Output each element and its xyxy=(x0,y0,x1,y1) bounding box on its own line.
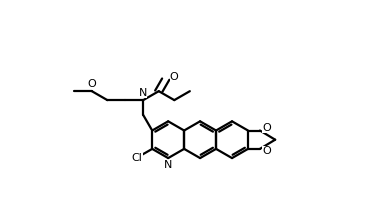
Text: O: O xyxy=(262,123,271,133)
Text: N: N xyxy=(139,88,147,98)
Text: O: O xyxy=(170,72,178,82)
Text: O: O xyxy=(87,79,96,89)
Text: O: O xyxy=(262,146,271,156)
Text: N: N xyxy=(164,160,172,170)
Text: Cl: Cl xyxy=(132,152,142,163)
